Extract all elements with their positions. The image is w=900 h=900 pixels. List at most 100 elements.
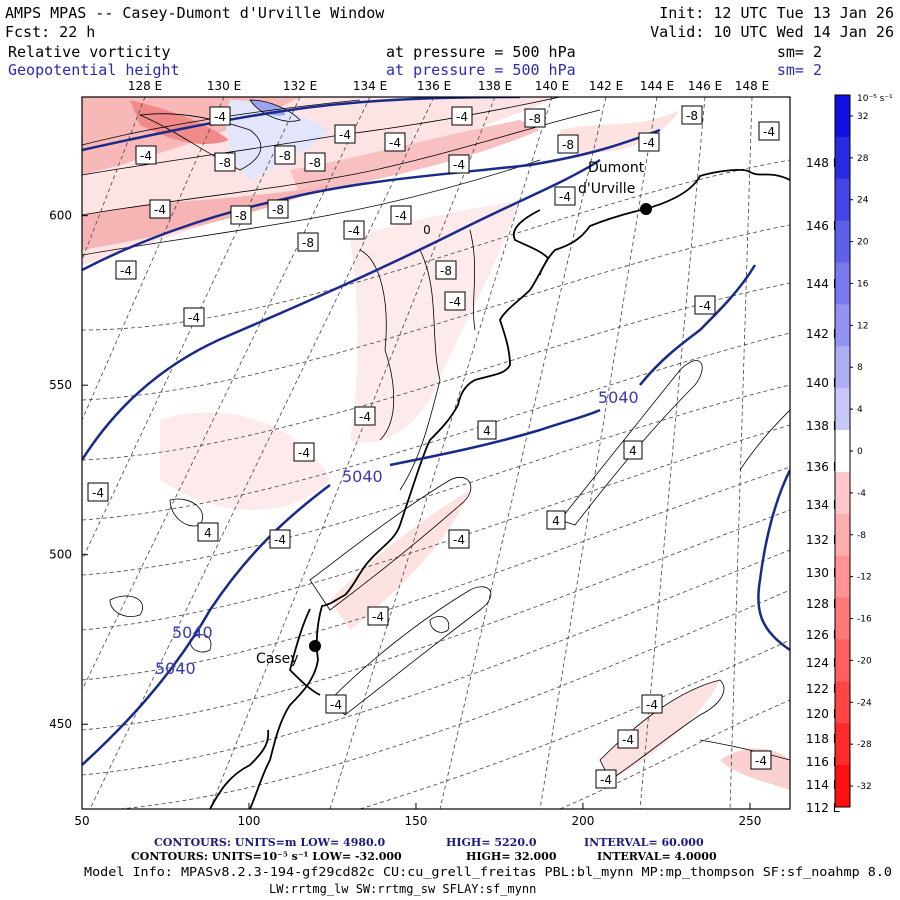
colorbar-bin — [835, 220, 850, 264]
vort-label-box: -4 — [293, 442, 315, 462]
lon-label: 140 E — [535, 79, 569, 93]
plot-frame — [81, 96, 791, 810]
svg-text:-4: -4 — [600, 773, 612, 787]
vorticity-labels: -4 -4 -4 -4 -8 -8 -8 -8 -4 -8 -8 -4 -4 -… — [87, 105, 780, 789]
svg-text:-4: -4 — [643, 136, 655, 150]
height-contour — [82, 97, 521, 152]
colorbar-bin — [835, 95, 850, 138]
vorticity-contour-high: HIGH= 32.000 — [466, 850, 557, 863]
vort-label-box: -8 — [304, 152, 326, 172]
field1-name: Relative vorticity — [8, 43, 171, 61]
vort-contour — [189, 634, 212, 653]
height-labels: 5040 5040 5040 5040 — [155, 388, 639, 678]
lon-label-right: 120 E — [806, 707, 840, 721]
lon-label: 134 E — [353, 79, 387, 93]
parallel-5 — [82, 384, 790, 576]
vort-label-box: -4 — [183, 307, 205, 327]
colorbar-tick-label: -32 — [857, 782, 872, 792]
dumont-durville-label-2: d'Urville — [578, 181, 635, 197]
lon-label-right: 148 E — [806, 156, 840, 170]
parallel-3 — [82, 282, 790, 461]
vort-label-plain: 0 — [423, 223, 431, 237]
lon-label-right: 112 E — [806, 801, 840, 815]
vort-contour — [469, 229, 476, 331]
meridian-138 — [209, 97, 496, 809]
vort-label-box: 4 — [623, 440, 643, 460]
vort-label-box: -4 — [334, 124, 356, 144]
lon-label: 136 E — [417, 79, 451, 93]
colorbar: 10⁻⁵ s⁻¹ 32 28 24 20 16 12 8 4 0 -4 -8 -12 -16 -20 -24… — [834, 94, 893, 808]
svg-text:-4: -4 — [559, 190, 571, 204]
svg-text:-4: -4 — [456, 110, 468, 124]
vort-label-box: -4 — [758, 121, 780, 141]
shade-neg8-streak — [290, 120, 540, 195]
height-label: 5040 — [172, 623, 213, 642]
colorbar-tick-label: 8 — [857, 363, 863, 373]
svg-text:4: 4 — [552, 514, 560, 528]
vort-label-box: -4 — [641, 694, 663, 714]
field2-level: at pressure = 500 hPa — [386, 61, 576, 79]
colorbar-bin — [835, 597, 850, 640]
vort-label-box: -8 — [297, 232, 319, 252]
vort-label-box: -4 — [87, 482, 109, 502]
y-tick-label: 500 — [49, 548, 72, 562]
vort-label-box: -4 — [367, 606, 389, 626]
lon-label-right: 130 E — [806, 566, 840, 580]
vort-label-box: -8 — [267, 199, 289, 219]
lon-label: 148 E — [735, 79, 769, 93]
svg-text:-4: -4 — [622, 733, 634, 747]
y-tick-label: 600 — [49, 209, 72, 223]
colorbar-bin — [835, 639, 850, 682]
vort-contour — [329, 586, 492, 716]
vort-label-box: -4 — [694, 295, 716, 315]
dumont-durville-marker — [640, 203, 652, 215]
lon-label-right: 136 E — [806, 460, 840, 474]
height-contour — [82, 128, 661, 272]
vort-label-box: -8 — [557, 134, 579, 154]
vort-label-box: -4 — [149, 199, 171, 219]
shade-neg4-sw — [160, 412, 330, 510]
colorbar-bin — [835, 178, 850, 222]
vort-label-box: -4 — [448, 529, 470, 549]
colorbar-bin — [835, 430, 850, 473]
colorbar-bin — [835, 304, 850, 347]
height-contour — [82, 484, 331, 766]
vort-label-box: -8 — [214, 152, 236, 172]
lon-label-right: 138 E — [806, 419, 840, 433]
svg-text:-4: -4 — [274, 533, 286, 547]
lon-label: 142 E — [589, 79, 623, 93]
parallel-9 — [82, 549, 790, 776]
vort-label-box: -8 — [524, 108, 546, 128]
shade-neg12-core — [130, 100, 230, 145]
shade-pos-lobe — [226, 100, 330, 180]
colorbar-tick-label: -12 — [857, 573, 872, 583]
meridian-144 — [539, 97, 658, 809]
svg-text:-8: -8 — [529, 112, 541, 126]
svg-text:-8: -8 — [235, 209, 247, 223]
vort-contour — [599, 679, 725, 781]
colorbar-bin — [835, 346, 850, 389]
vort-contour — [559, 360, 703, 526]
colorbar-bin — [835, 723, 850, 766]
vort-label-box: 4 — [546, 510, 566, 530]
vort-label-box: -4 — [638, 132, 660, 152]
lon-label-right: 132 E — [806, 533, 840, 547]
parallel-8 — [82, 509, 790, 731]
lon-label-right: 124 E — [806, 656, 840, 670]
lon-label: 144 E — [640, 79, 674, 93]
vort-label-box: -4 — [617, 729, 639, 749]
svg-text:-4: -4 — [763, 125, 775, 139]
shade-neg4-streak2 — [330, 490, 470, 630]
svg-text:-8: -8 — [219, 156, 231, 170]
svg-text:-4: -4 — [699, 299, 711, 313]
meridian-130 — [82, 97, 225, 421]
colorbar-bin — [835, 513, 850, 557]
right-longitude-labels: 148 E 146 E 144 E 142 E 140 E 138 E 136 … — [806, 156, 840, 815]
vort-label-box: 4 — [477, 420, 497, 440]
meridian-146 — [639, 97, 706, 809]
vort-label-box: -4 — [595, 769, 617, 789]
colorbar-tick-label: -4 — [857, 489, 866, 499]
parallel-7 — [82, 466, 790, 681]
field1-level: at pressure = 500 hPa — [386, 43, 576, 61]
